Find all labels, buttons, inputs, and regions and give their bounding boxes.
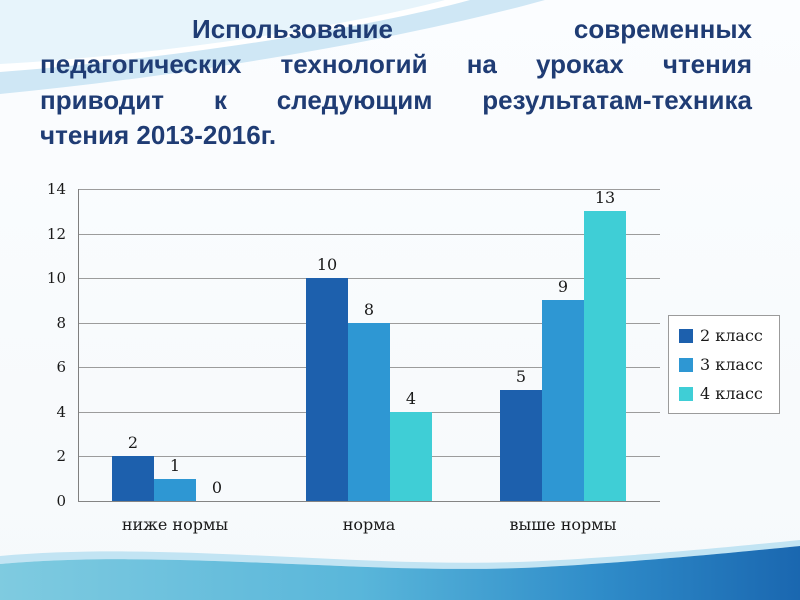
gridline: [78, 278, 660, 280]
bar-value-label: 10: [316, 255, 338, 275]
top-wave-inner-band: [0, 0, 445, 64]
bar-group: 2 1 0: [78, 189, 272, 501]
slide-title: Использование современных педагогических…: [40, 12, 752, 153]
y-tick-label: 12: [46, 224, 66, 243]
legend-item: 3 класс: [679, 355, 771, 374]
y-tick-label: 0: [56, 492, 66, 510]
bar-value-label: 8: [363, 299, 375, 319]
bar: 2: [112, 433, 154, 501]
category-label: выше нормы: [509, 515, 617, 534]
bar: 4: [390, 389, 432, 501]
legend-label: 3 класс: [700, 355, 763, 374]
bar: 13: [584, 188, 626, 501]
chart-legend: 2 класс 3 класс 4 класс: [668, 315, 780, 414]
gridline: [78, 233, 660, 235]
legend-label: 4 класс: [700, 384, 763, 403]
slide-title-line: чтения 2013-2016г.: [40, 120, 277, 151]
bar-value-label: 9: [557, 277, 569, 297]
bar-chart: 0 2 4 6 8 10 12 14 2 1 0 ниже нормы 10 8 4 норма 5 9 13 выш…: [20, 175, 782, 580]
legend-item: 4 класс: [679, 384, 771, 403]
y-tick-label: 8: [56, 313, 66, 332]
legend-swatch: [679, 386, 693, 401]
y-tick-label: 4: [56, 402, 66, 421]
slide-title-line: приводит к следующим результатам-техника: [40, 84, 752, 115]
category-label: норма: [342, 515, 396, 534]
legend-item: 2 класс: [679, 326, 771, 345]
bar-value-label: 1: [169, 455, 181, 475]
plot-area: 0 2 4 6 8 10 12 14 2 1 0 ниже нормы 10 8 4 норма 5 9 13 выш…: [47, 180, 660, 534]
y-tick-label: 14: [46, 180, 66, 198]
bottom-wave-light-sliver: [0, 540, 800, 569]
bar-value-label: 13: [594, 188, 616, 208]
legend-swatch: [679, 328, 693, 343]
legend-label: 2 класс: [700, 326, 763, 345]
slide-title-line: педагогических технологий на уроках чтен…: [40, 49, 752, 80]
bar-group: 5 9 13: [466, 188, 660, 501]
bar-value-label: 0: [211, 478, 223, 497]
bar-value-label: 2: [127, 433, 139, 453]
bar: 5: [500, 367, 542, 501]
slide-title-line: Использование современных: [192, 14, 752, 44]
category-label: ниже нормы: [121, 515, 229, 534]
y-tick-label: 10: [46, 269, 66, 288]
top-wave-decoration: [0, 0, 545, 94]
gridline: [78, 501, 660, 502]
bottom-wave-band: [0, 546, 800, 600]
bar-value-label: 5: [515, 366, 527, 386]
y-tick-label: 2: [56, 447, 66, 466]
bar-value-label: 4: [405, 388, 417, 408]
bottom-wave-decoration: [0, 540, 800, 600]
legend-swatch: [679, 357, 693, 372]
gridline: [78, 189, 660, 190]
bar-group: 10 8 4: [272, 189, 466, 501]
bar: 1: [154, 456, 196, 501]
y-tick-label: 6: [56, 358, 66, 377]
y-axis-line: [78, 189, 79, 501]
bar: 10: [306, 255, 348, 501]
bar: 8: [348, 300, 390, 501]
bar: 9: [542, 277, 584, 501]
